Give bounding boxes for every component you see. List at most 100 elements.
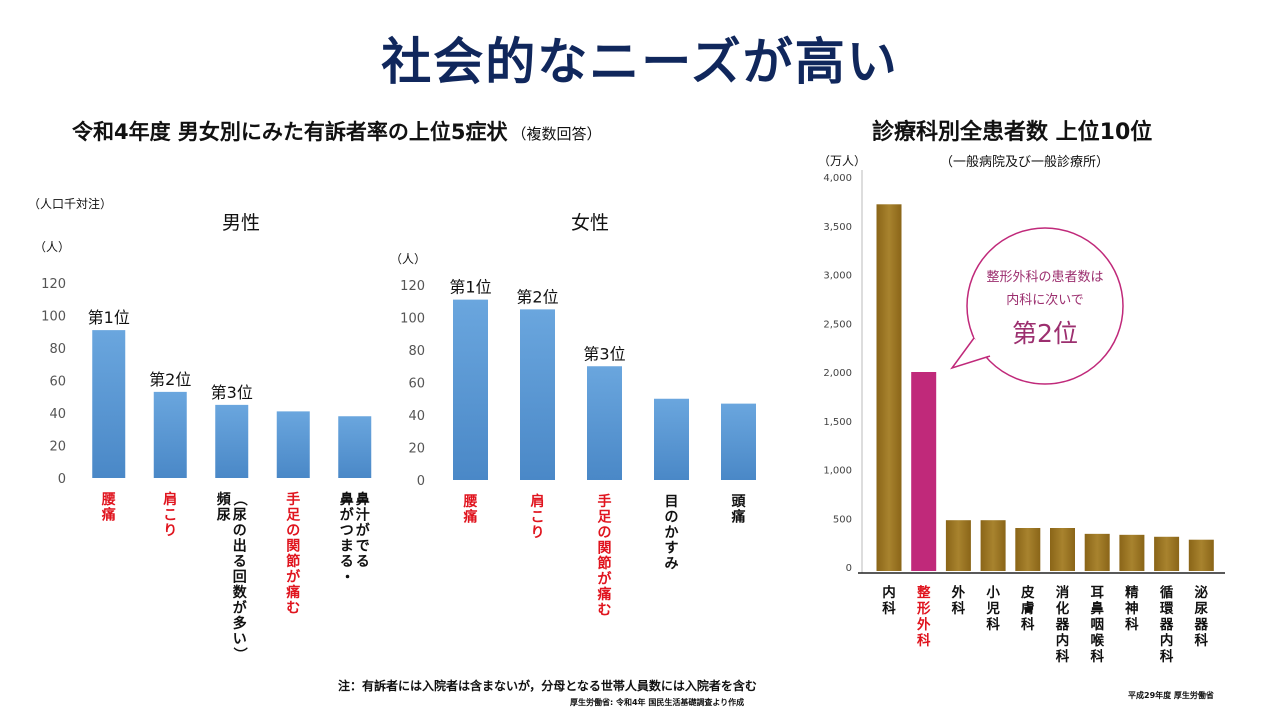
male-category-glyph: こ [163, 508, 177, 524]
male-bar [338, 416, 372, 478]
dept-category-label: 小児科 [985, 585, 1000, 633]
dept-category-glyph: 環 [1160, 601, 1174, 617]
female-category-glyph: の [665, 510, 679, 526]
dept-category-glyph: 内 [882, 584, 896, 601]
male-category-glyph: が [356, 522, 371, 539]
male-rank-label: 第3位 [211, 383, 253, 402]
callout-line-1: 整形外科の患者数は [986, 270, 1104, 285]
dept-category-glyph: 咽 [1090, 617, 1104, 633]
right-section-heading: 診療科別全患者数 上位10位 [872, 120, 1153, 145]
male-bar [92, 330, 126, 478]
dept-category-glyph: 精 [1125, 584, 1139, 601]
male-category-glyph: る [233, 554, 247, 570]
male-category-glyph: ま [340, 539, 354, 555]
female-category-glyph: 痛 [463, 509, 478, 526]
dept-category-glyph: 科 [882, 600, 896, 617]
dept-category-glyph: 喉 [1090, 632, 1104, 649]
male-category-glyph: る [356, 554, 370, 570]
male-category-glyph: ・ [338, 570, 354, 584]
dept-category-glyph: 尿 [1195, 601, 1209, 617]
dept-category-glyph: 膚 [1021, 600, 1035, 617]
female-category-glyph: 足 [598, 510, 613, 526]
dept-category-label: 外科 [952, 584, 966, 617]
female-bar [453, 299, 488, 480]
dept-category-glyph: 科 [986, 616, 1000, 633]
dept-bar [1050, 528, 1075, 571]
dept-category-glyph: 形 [917, 601, 931, 617]
unit-label-per-thousand: （人口千対注） [28, 197, 113, 211]
dept-bar [1119, 534, 1145, 571]
female-category-label: 頭痛 [731, 494, 747, 526]
female-category-glyph: む [598, 603, 612, 619]
dept-category-glyph: 科 [1021, 616, 1035, 633]
male-y-tick-label: 100 [41, 310, 66, 325]
male-y-tick-label: 60 [49, 375, 66, 390]
female-bar [587, 366, 622, 480]
male-category-glyph: 回 [233, 570, 247, 586]
left-section-heading: 令和4年度 男女別にみた有訴者率の上位5症状 （複数回答） [72, 116, 602, 146]
male-category-glyph: り [163, 523, 177, 539]
female-category-glyph: 頭 [732, 494, 747, 510]
page-title: 社会的なニーズが高い [381, 33, 899, 91]
dept-category-glyph: 器 [1194, 617, 1209, 633]
female-y-tick-label: 40 [408, 409, 425, 424]
male-rank-label: 第2位 [149, 370, 191, 389]
female-category-label: 腰痛 [463, 494, 478, 526]
dept-y-tick-label: 4,000 [823, 173, 852, 184]
dept-category-glyph: 科 [1195, 632, 1209, 649]
male-category-glyph: 汁 [356, 507, 370, 524]
dept-category-glyph: 科 [917, 632, 931, 649]
dept-category-glyph: 科 [1125, 616, 1139, 633]
callout-bubble [950, 227, 1124, 385]
male-y-tick-label: 0 [58, 472, 66, 487]
female-y-tick-label: 0 [417, 474, 425, 489]
dept-category-glyph: 整 [917, 584, 931, 601]
dept-category-glyph: 科 [952, 600, 966, 617]
female-category-glyph: 痛 [731, 509, 746, 526]
male-category-label: 腰痛 [101, 492, 116, 524]
female-rank-label: 第1位 [449, 278, 491, 297]
dept-category-glyph: 児 [985, 601, 1000, 617]
male-category-glyph: 関 [286, 539, 300, 555]
female-y-tick-label: 20 [408, 442, 425, 457]
dept-category-glyph: 循 [1160, 584, 1174, 601]
dept-category-glyph: 内 [1056, 632, 1070, 649]
male-category-glyph: む [286, 601, 300, 617]
male-category-label: 肩こり [163, 491, 177, 539]
dept-y-tick-label: 0 [846, 563, 852, 574]
female-y-tick-label: 60 [408, 377, 425, 392]
department-bar-chart: 0 500 1,000 1,500 2,000 2,500 3,000 3,500 4,000 内… [823, 170, 1225, 665]
male-category-glyph: い [233, 632, 247, 648]
female-category-glyph: す [665, 541, 679, 557]
dept-category-glyph: 鼻 [1090, 600, 1104, 617]
dept-y-tick-label: 1,000 [823, 466, 852, 477]
dept-category-glyph: 化 [1056, 600, 1070, 617]
dept-y-tick-label: 500 [833, 514, 852, 525]
male-category-glyph: 節 [286, 553, 300, 570]
female-category-glyph: 腰 [463, 494, 478, 510]
male-category-glyph: 肩 [163, 491, 177, 508]
male-category-glyph: が [340, 507, 355, 524]
female-category-glyph: 痛 [597, 586, 612, 603]
female-chart-title: 女性 [571, 212, 610, 234]
female-rank-label: 第3位 [583, 344, 625, 363]
female-category-glyph: み [665, 556, 679, 572]
dept-bar [911, 372, 937, 571]
male-bar [276, 411, 310, 478]
male-category-glyph: 足 [286, 508, 301, 524]
male-category-glyph: の [286, 523, 300, 539]
male-category-glyph: 腰 [101, 492, 116, 508]
dept-category-glyph: 外 [952, 584, 966, 601]
dept-bar [1188, 539, 1214, 571]
dept-bar [1015, 528, 1041, 571]
unit-label-ten-thousand: （万人） [818, 154, 867, 168]
female-bar [721, 403, 756, 480]
male-category-glyph: 多 [233, 615, 247, 632]
footnote: 注：有訴者には入院者は含まないが，分母となる世帯人員数には入院者を含む [338, 679, 757, 693]
female-y-tick-label: 100 [400, 312, 425, 327]
